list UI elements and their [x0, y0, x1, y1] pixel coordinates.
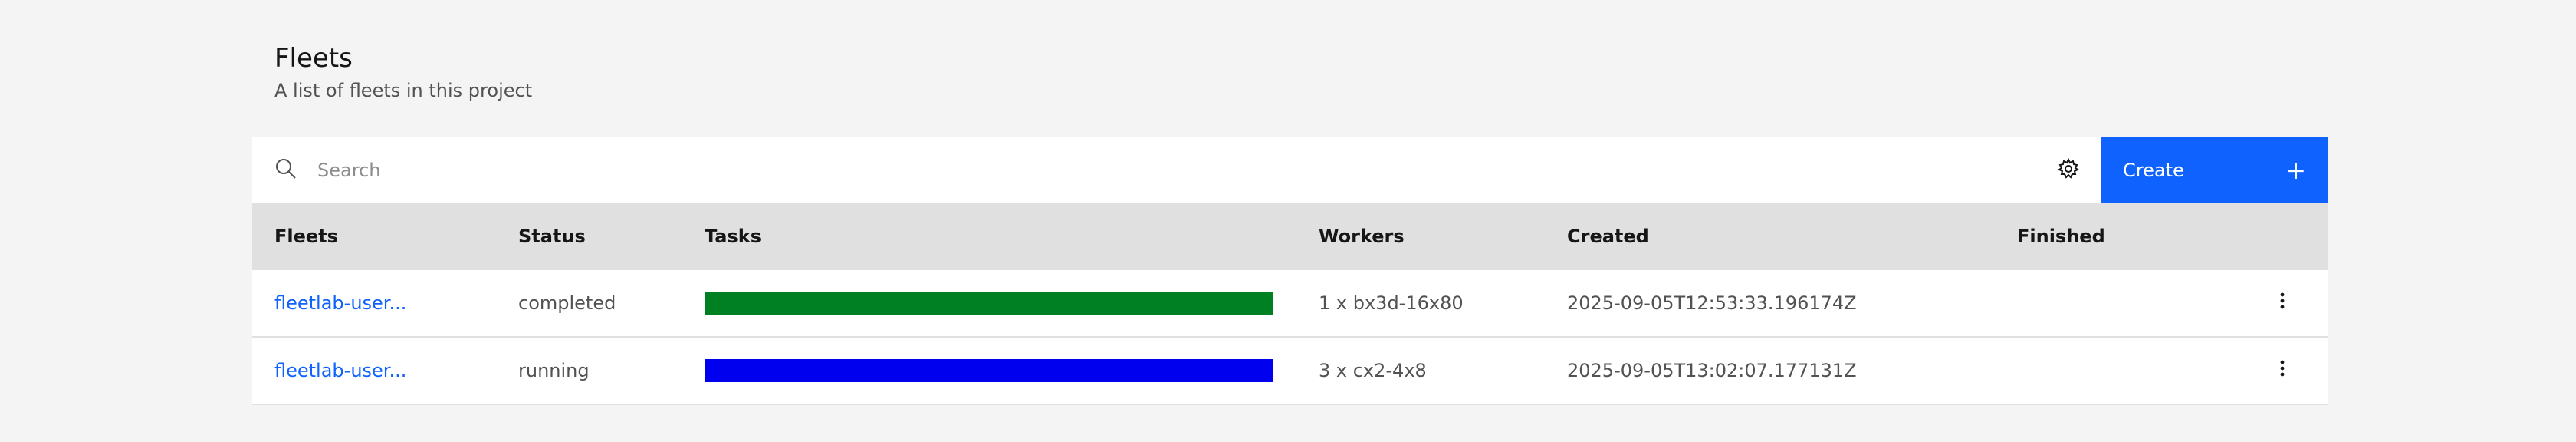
fleet-created: 2025-09-05T12:53:33.196174Z — [1567, 292, 1857, 314]
search-icon — [274, 157, 298, 181]
fleets-table: Fleets Status Tasks Workers Created Fini… — [252, 203, 2328, 405]
row-overflow-menu-button[interactable] — [2273, 358, 2292, 384]
fleet-status: completed — [518, 292, 616, 314]
gear-icon — [2058, 157, 2079, 183]
fleet-workers: 1 x bx3d-16x80 — [1319, 292, 1464, 314]
plus-icon: + — [2285, 155, 2306, 185]
search-input[interactable] — [252, 137, 2039, 203]
tasks-progress-fill — [705, 359, 1273, 382]
tasks-progress-bar — [705, 359, 1273, 382]
tasks-progress-fill — [705, 292, 1273, 315]
fleet-name-link[interactable]: fleetlab-user... — [274, 292, 407, 314]
overflow-menu-icon — [2280, 360, 2285, 381]
page-title: Fleets — [274, 43, 353, 74]
fleet-name-link[interactable]: fleetlab-user... — [274, 360, 407, 381]
row-overflow-menu-button[interactable] — [2273, 290, 2292, 316]
table-header-row: Fleets Status Tasks Workers Created Fini… — [252, 203, 2328, 270]
overflow-menu-icon — [2280, 292, 2285, 314]
column-header-tasks[interactable]: Tasks — [705, 226, 762, 247]
column-header-created[interactable]: Created — [1567, 226, 1649, 247]
tasks-progress-bar — [705, 292, 1273, 315]
create-button[interactable]: Create + — [2101, 137, 2328, 203]
fleet-created: 2025-09-05T13:02:07.177131Z — [1567, 360, 1857, 381]
column-header-workers[interactable]: Workers — [1319, 226, 1405, 247]
table-row: fleetlab-user... completed 1 x bx3d-16x8… — [252, 270, 2328, 338]
table-row: fleetlab-user... running 3 x cx2-4x8 202… — [252, 338, 2328, 405]
column-header-status[interactable]: Status — [518, 226, 586, 247]
fleet-status: running — [518, 360, 590, 381]
column-header-fleets[interactable]: Fleets — [274, 226, 338, 247]
fleet-workers: 3 x cx2-4x8 — [1319, 360, 1427, 381]
page-header: Fleets A list of fleets in this project — [274, 40, 532, 104]
create-button-label: Create — [2123, 159, 2184, 181]
column-header-finished[interactable]: Finished — [2017, 226, 2105, 247]
page-subtitle: A list of fleets in this project — [274, 80, 533, 101]
table-settings-button[interactable] — [2039, 137, 2098, 203]
search-container — [252, 137, 2039, 203]
table-toolbar: Create + — [252, 137, 2328, 203]
